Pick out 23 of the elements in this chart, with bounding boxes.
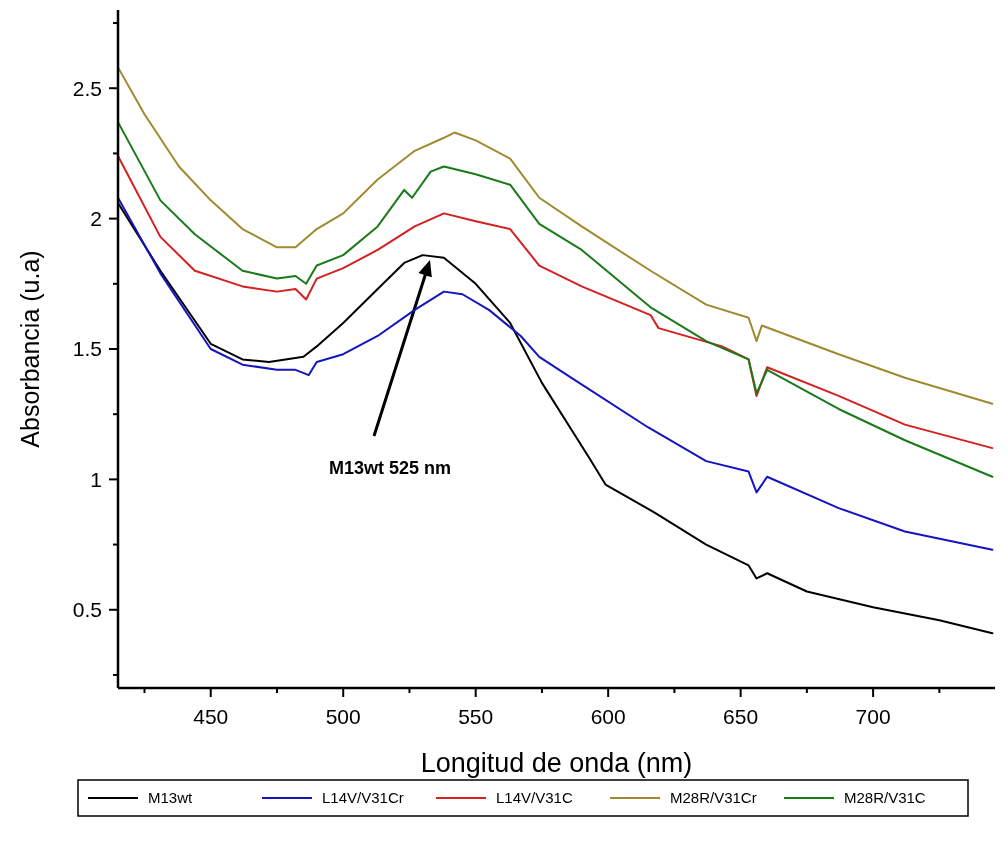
x-axis-title: Longitud de onda (nm) [420, 748, 693, 778]
x-tick-label: 600 [590, 705, 626, 728]
y-axis-title: Absorbancia (u.a) [15, 250, 44, 448]
line-series [117, 155, 994, 450]
x-tick-label: 550 [458, 705, 494, 728]
legend-label: L14V/V31Cr [322, 789, 404, 807]
x-tick-label: 700 [855, 705, 891, 728]
x-tick-label: 650 [723, 705, 759, 728]
y-tick-label: 0.5 [72, 598, 102, 622]
line-series [117, 121, 994, 478]
line-series [117, 196, 994, 551]
legend-label: M28R/V31Cr [670, 789, 757, 807]
legend-label: L14V/V31C [496, 789, 573, 807]
legend-label: M13wt [148, 789, 194, 807]
y-tick-label: 1 [90, 467, 102, 491]
annotation: M13wt 525 nm [329, 458, 452, 478]
legend-label: M28R/V31C [844, 789, 926, 807]
x-tick-label: 500 [325, 705, 361, 728]
y-tick-label: 2.5 [72, 76, 102, 100]
line-series [117, 66, 994, 405]
y-tick-label: 2 [90, 206, 102, 230]
x-tick-label: 450 [193, 705, 229, 728]
y-tick-label: 1.5 [72, 337, 102, 361]
